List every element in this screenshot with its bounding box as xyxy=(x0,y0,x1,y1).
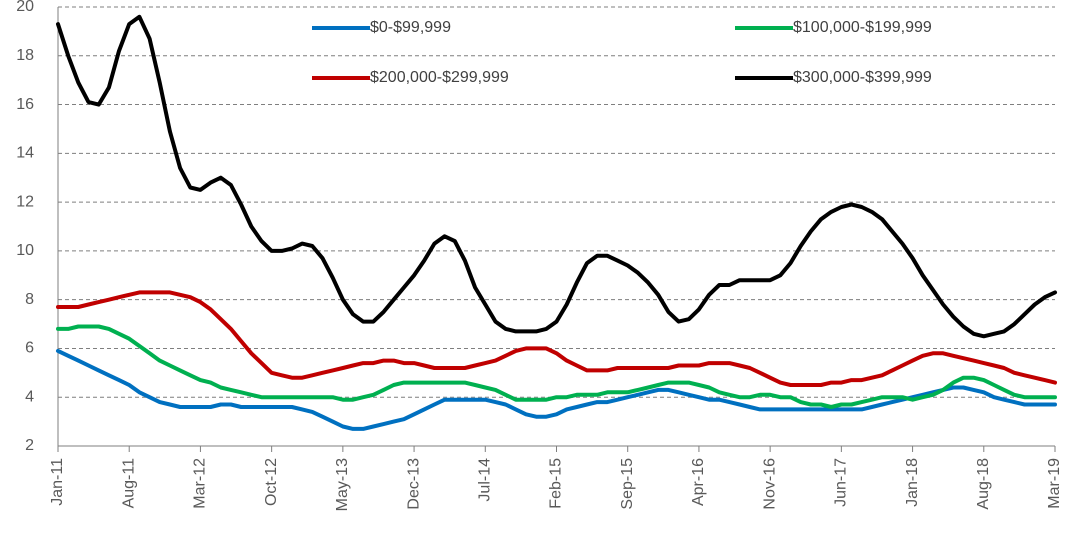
x-tick-label: Jun-17 xyxy=(833,458,850,507)
y-tick-label: 18 xyxy=(16,47,34,64)
x-tick-label: Sep-15 xyxy=(619,458,636,510)
series-line xyxy=(56,290,1057,387)
x-tick-label: Aug-11 xyxy=(120,458,137,509)
y-tick-label: 16 xyxy=(16,96,34,113)
y-tick-label: 20 xyxy=(16,0,34,15)
x-tick-label: Dec-13 xyxy=(405,458,422,510)
x-tick-label: Mar-12 xyxy=(192,458,209,509)
x-tick-label: Jul-14 xyxy=(477,458,494,502)
y-tick-label: 6 xyxy=(25,340,34,357)
x-tick-label: Jan-11 xyxy=(49,458,66,506)
x-tick-label: May-13 xyxy=(334,458,351,511)
x-tick-label: Nov-16 xyxy=(761,458,778,510)
y-tick-label: 14 xyxy=(16,145,34,162)
x-tick-label: Mar-19 xyxy=(1046,458,1063,509)
x-tick-label: Oct-12 xyxy=(263,458,280,506)
legend-text: $200,000-$299,999 xyxy=(370,69,509,86)
x-tick-label: Apr-16 xyxy=(690,458,707,506)
series-line xyxy=(56,14,1057,339)
y-tick-label: 2 xyxy=(25,437,34,454)
series-line xyxy=(56,324,1057,409)
y-tick-label: 4 xyxy=(25,388,34,405)
legend-text: $100,000-$199,999 xyxy=(793,19,932,36)
y-tick-label: 12 xyxy=(16,193,34,210)
legend-text: $0-$99,999 xyxy=(370,19,451,36)
x-tick-label: Jan-18 xyxy=(904,458,921,507)
y-tick-label: 10 xyxy=(16,242,34,259)
y-tick-label: 8 xyxy=(25,291,34,308)
x-tick-label: Feb-15 xyxy=(548,458,565,509)
legend-text: $300,000-$399,999 xyxy=(793,69,932,86)
x-tick-label: Aug-18 xyxy=(975,458,992,510)
series-line xyxy=(56,348,1057,431)
